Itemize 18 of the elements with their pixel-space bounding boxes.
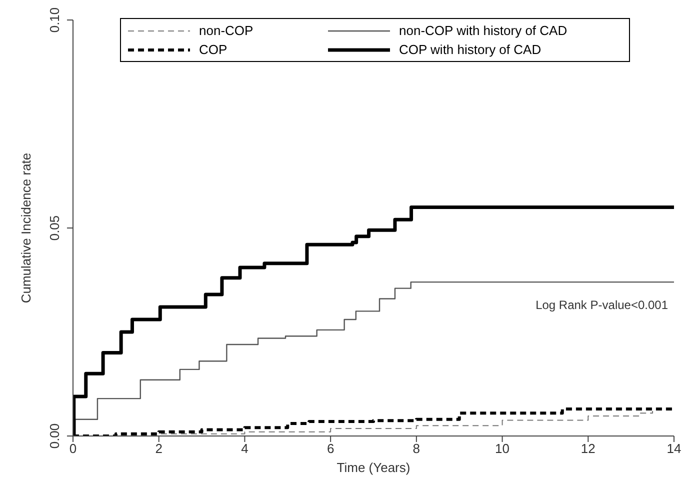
x-tick-label: 2 [155,441,162,456]
legend-label: non-COP with history of CAD [399,23,568,38]
y-tick-label: 0.00 [47,423,62,449]
x-tick-label: 4 [241,441,248,456]
x-tick-label: 10 [495,441,510,456]
x-axis-title: Time (Years) [336,460,410,475]
x-tick-label: 0 [69,441,77,456]
legend-label: COP [199,42,228,57]
annotation: Log Rank P-value<0.001 [536,298,668,312]
y-tick-label: 0.10 [47,7,62,33]
x-tick-label: 14 [666,441,682,456]
y-tick-label: 0.05 [47,215,62,241]
y-axis-title: Cumulative Incidence rate [18,152,34,304]
legend-label: non-COP [199,23,254,38]
x-tick-label: 12 [580,441,596,456]
x-tick-label: 6 [326,441,334,456]
legend-label: COP with history of CAD [399,42,542,57]
x-tick-label: 8 [412,441,420,456]
